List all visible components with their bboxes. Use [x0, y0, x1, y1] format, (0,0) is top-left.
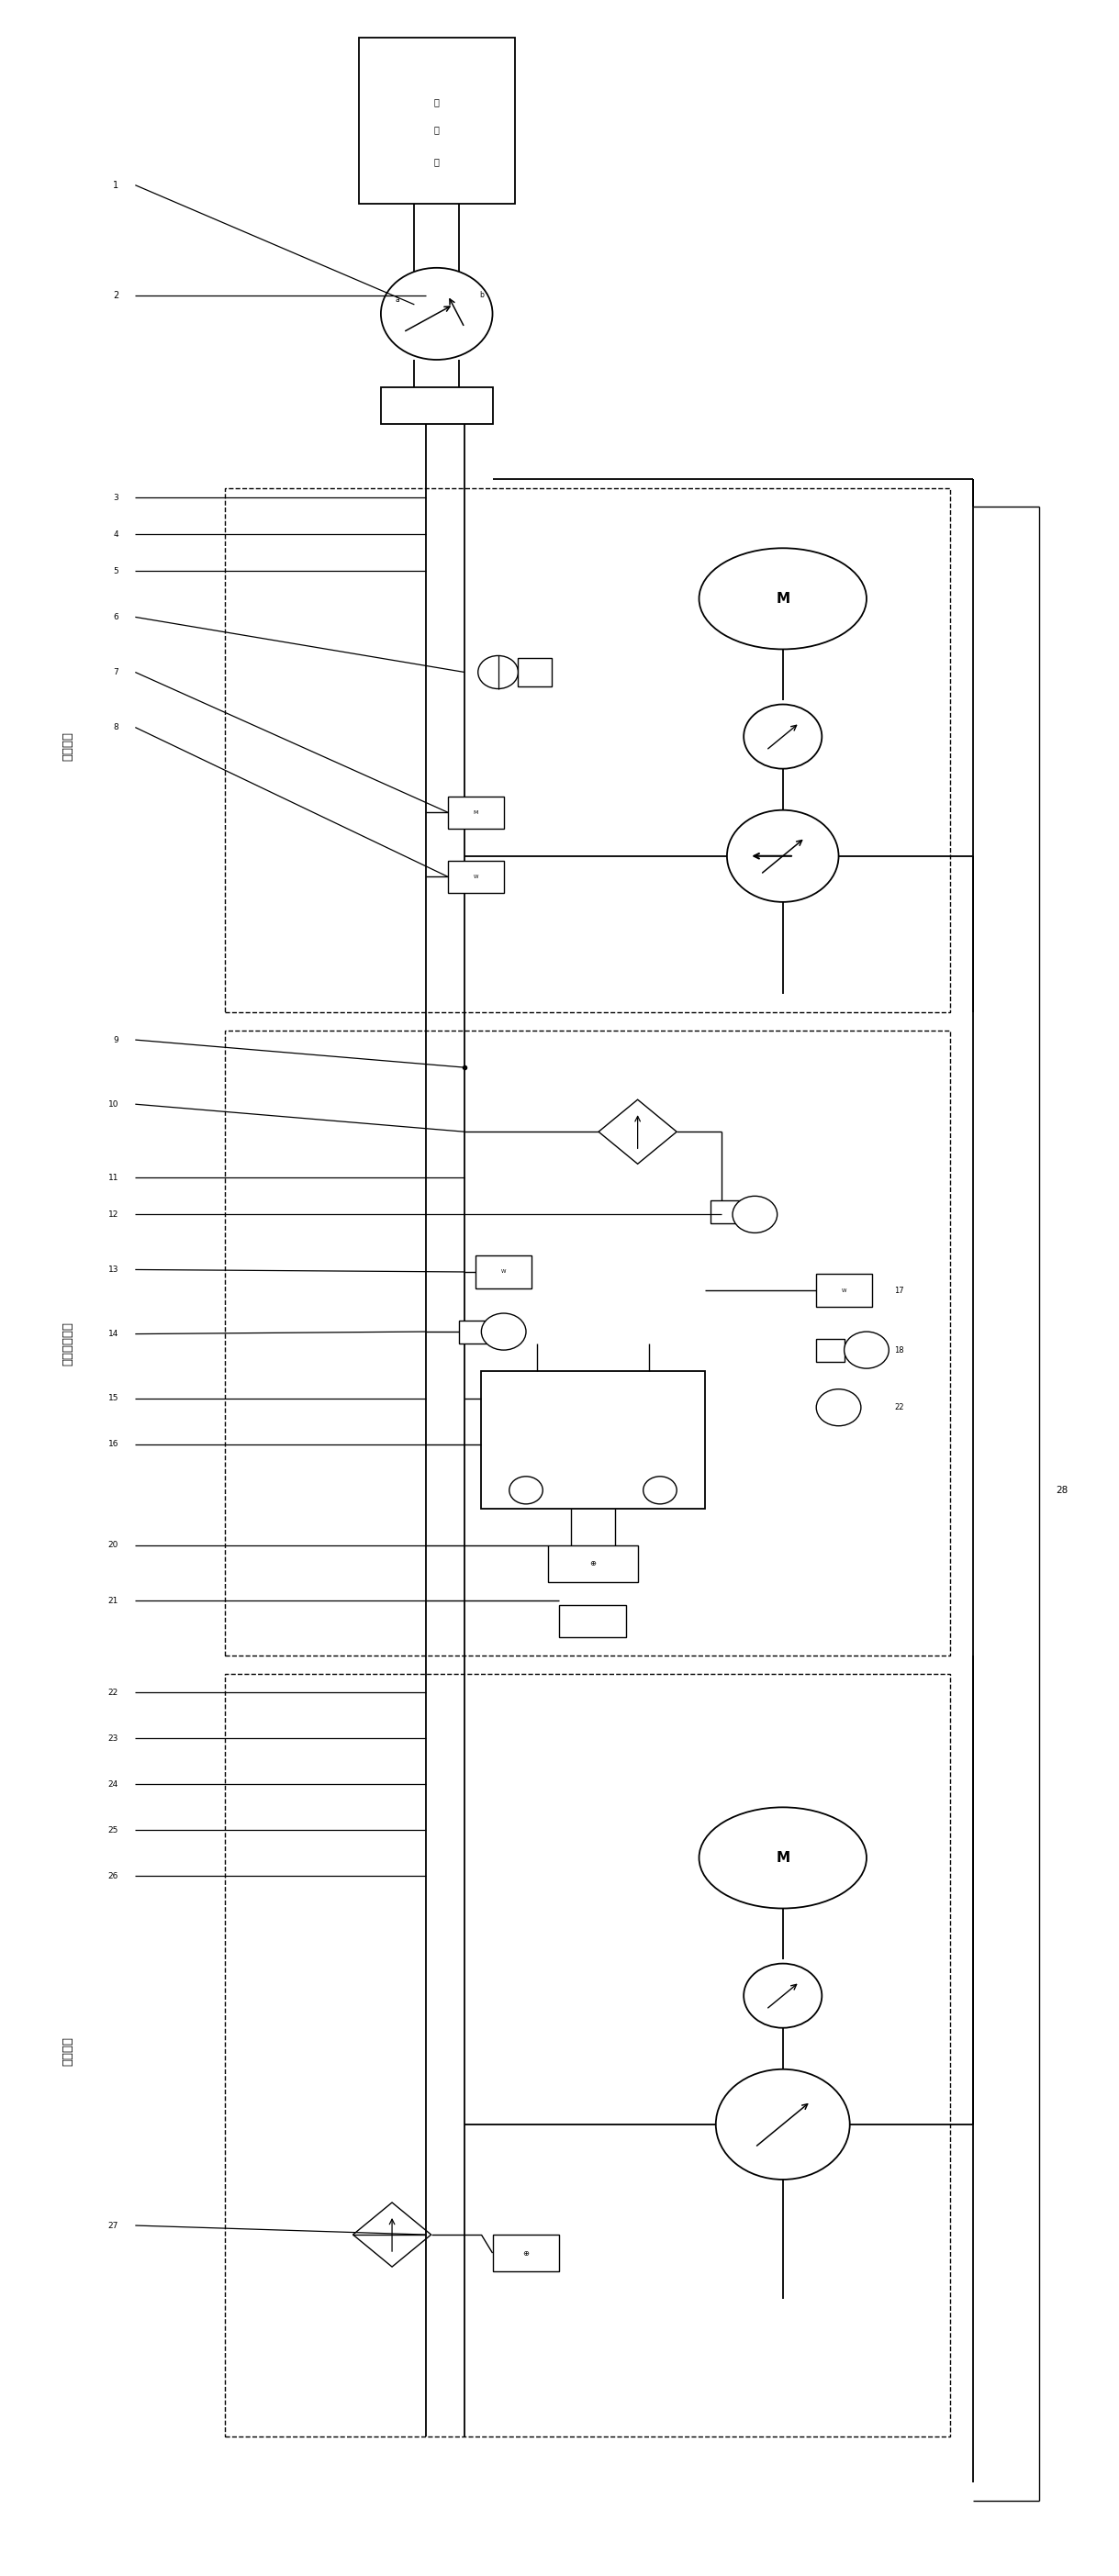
Text: 15: 15	[107, 1394, 119, 1401]
Text: 23: 23	[109, 1734, 119, 1741]
Text: 16: 16	[107, 1440, 119, 1448]
Text: 28: 28	[1056, 1486, 1069, 1494]
Text: 机: 机	[434, 126, 440, 134]
Text: 17: 17	[894, 1285, 904, 1293]
Text: W: W	[841, 1288, 847, 1293]
Bar	[711, 1200, 744, 1224]
Text: M: M	[775, 592, 790, 605]
Text: 补油单元: 补油单元	[63, 732, 74, 760]
Text: W: W	[501, 1270, 506, 1275]
Text: 21: 21	[109, 1597, 119, 1605]
Text: 22: 22	[109, 1687, 119, 1698]
Text: 11: 11	[107, 1175, 119, 1182]
Text: 20: 20	[109, 1540, 119, 1551]
Bar	[448, 796, 504, 829]
Bar	[816, 1340, 844, 1363]
Text: 8: 8	[113, 724, 119, 732]
Text: 18: 18	[894, 1345, 904, 1355]
Text: ⊕: ⊕	[590, 1558, 596, 1569]
Circle shape	[478, 657, 518, 688]
Text: M: M	[775, 1852, 790, 1865]
Bar	[225, 1674, 950, 2437]
Text: 14: 14	[109, 1329, 119, 1337]
Bar	[476, 1257, 532, 1288]
Text: W: W	[473, 873, 478, 878]
Text: 9: 9	[113, 1036, 119, 1043]
Ellipse shape	[699, 549, 866, 649]
Text: 10: 10	[107, 1100, 119, 1108]
Bar	[518, 659, 552, 685]
Circle shape	[481, 1314, 526, 1350]
Text: M: M	[473, 809, 478, 814]
Text: a: a	[395, 296, 399, 304]
Circle shape	[816, 1388, 861, 1427]
Text: ⊕: ⊕	[523, 2249, 529, 2257]
Text: 27: 27	[109, 2221, 119, 2231]
Text: 6: 6	[113, 613, 119, 621]
Bar	[448, 860, 504, 894]
Bar	[816, 1275, 872, 1306]
Text: 12: 12	[109, 1211, 119, 1218]
Bar	[380, 386, 492, 425]
Text: 13: 13	[107, 1265, 119, 1273]
Text: b: b	[479, 291, 483, 299]
Circle shape	[716, 2069, 849, 2179]
Bar	[358, 39, 515, 204]
Text: 冷却单元: 冷却单元	[63, 2035, 74, 2066]
Circle shape	[380, 268, 492, 361]
Circle shape	[744, 703, 821, 768]
Text: 4: 4	[113, 531, 119, 538]
Circle shape	[509, 1476, 543, 1504]
Text: 2: 2	[113, 291, 119, 299]
Bar	[560, 1605, 627, 1638]
Text: 电: 电	[434, 98, 440, 108]
Bar	[225, 1030, 950, 1656]
Text: 24: 24	[109, 1780, 119, 1788]
Text: 3: 3	[113, 495, 119, 502]
Text: 泵: 泵	[434, 157, 440, 167]
Text: 22: 22	[894, 1404, 904, 1412]
Circle shape	[744, 1963, 821, 2027]
Bar	[492, 2233, 560, 2272]
Bar	[459, 1319, 487, 1342]
Bar	[481, 1370, 705, 1510]
Circle shape	[643, 1476, 677, 1504]
Text: 加载比例单元: 加载比例单元	[63, 1321, 74, 1365]
Text: 5: 5	[113, 567, 119, 574]
Bar	[548, 1546, 638, 1582]
Circle shape	[844, 1332, 888, 1368]
Text: 26: 26	[109, 1873, 119, 1880]
Text: 1: 1	[113, 180, 119, 191]
Ellipse shape	[699, 1808, 866, 1909]
Text: 7: 7	[113, 667, 119, 677]
Text: 25: 25	[109, 1826, 119, 1834]
Circle shape	[727, 809, 838, 902]
Circle shape	[733, 1195, 778, 1234]
Bar	[225, 489, 950, 1012]
